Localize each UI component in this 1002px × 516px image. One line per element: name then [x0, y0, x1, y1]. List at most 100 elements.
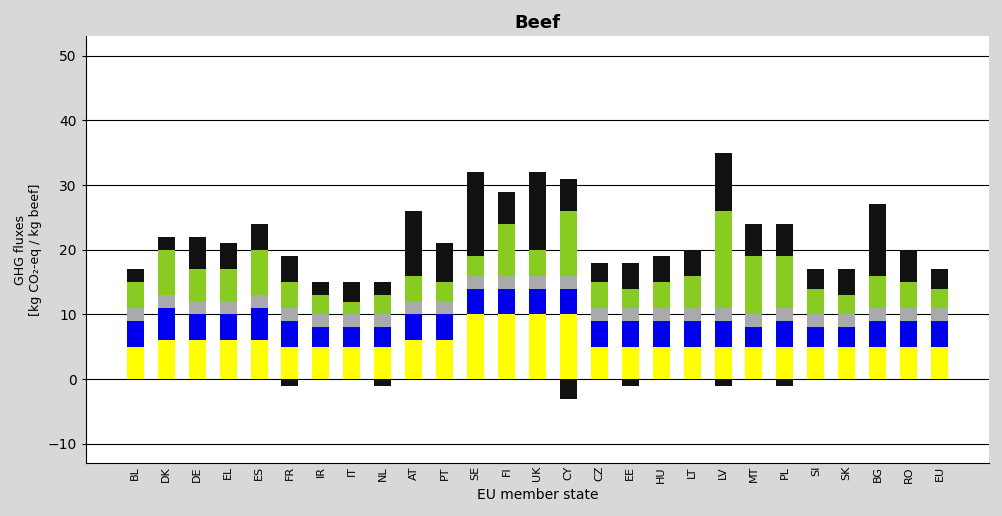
Bar — [343, 327, 360, 347]
Bar — [930, 321, 947, 347]
Bar — [559, 276, 576, 288]
Bar — [528, 314, 545, 379]
Bar — [343, 301, 360, 314]
Title: Beef: Beef — [514, 14, 560, 32]
Bar — [683, 347, 699, 379]
Bar — [683, 308, 699, 321]
Bar — [744, 224, 762, 256]
Bar — [219, 269, 236, 301]
Bar — [405, 314, 422, 341]
Bar — [467, 288, 484, 314]
Bar — [343, 314, 360, 327]
Bar — [621, 308, 638, 321]
Bar — [282, 321, 299, 347]
Bar — [405, 341, 422, 379]
Bar — [744, 256, 762, 314]
Bar — [497, 314, 514, 379]
Bar — [219, 243, 236, 269]
Bar — [713, 347, 730, 379]
Bar — [559, 379, 576, 398]
Bar — [930, 269, 947, 288]
Bar — [590, 282, 607, 308]
Bar — [528, 250, 545, 276]
Bar — [126, 321, 143, 347]
Bar — [436, 301, 453, 314]
Bar — [838, 314, 855, 327]
Bar — [436, 314, 453, 341]
Bar — [467, 256, 484, 276]
Bar — [869, 308, 886, 321]
Bar — [157, 237, 174, 250]
Bar — [343, 282, 360, 301]
Bar — [838, 327, 855, 347]
Bar — [467, 172, 484, 256]
Bar — [869, 276, 886, 308]
Bar — [621, 379, 638, 385]
Bar — [126, 269, 143, 282]
Bar — [838, 347, 855, 379]
Bar — [838, 295, 855, 314]
Bar — [374, 282, 391, 295]
Bar — [188, 237, 205, 269]
Bar — [312, 327, 329, 347]
Bar — [899, 321, 916, 347]
Bar — [930, 288, 947, 308]
Bar — [807, 327, 824, 347]
Bar — [683, 321, 699, 347]
Bar — [713, 321, 730, 347]
Bar — [250, 224, 268, 250]
Bar — [188, 314, 205, 341]
Bar — [713, 308, 730, 321]
Bar — [807, 269, 824, 288]
Bar — [405, 276, 422, 301]
Bar — [621, 263, 638, 288]
Bar — [250, 341, 268, 379]
Bar — [776, 379, 793, 385]
Bar — [528, 172, 545, 250]
Bar — [744, 347, 762, 379]
Bar — [157, 308, 174, 341]
Bar — [126, 282, 143, 308]
Bar — [282, 379, 299, 385]
Bar — [405, 211, 422, 276]
Bar — [528, 276, 545, 288]
Bar — [590, 308, 607, 321]
Bar — [838, 269, 855, 295]
Bar — [683, 276, 699, 308]
Bar — [930, 347, 947, 379]
Bar — [343, 347, 360, 379]
Bar — [621, 288, 638, 308]
Bar — [188, 269, 205, 301]
Bar — [282, 308, 299, 321]
Bar — [776, 321, 793, 347]
Bar — [188, 341, 205, 379]
Bar — [869, 204, 886, 276]
Bar — [559, 179, 576, 211]
Bar — [374, 347, 391, 379]
Bar — [621, 321, 638, 347]
Bar — [869, 321, 886, 347]
Bar — [436, 341, 453, 379]
Bar — [899, 282, 916, 308]
Bar — [590, 347, 607, 379]
Bar — [497, 191, 514, 224]
Bar — [157, 295, 174, 308]
Bar — [776, 308, 793, 321]
Bar — [683, 250, 699, 276]
Bar — [436, 282, 453, 301]
Bar — [374, 379, 391, 385]
Bar — [528, 288, 545, 314]
Bar — [282, 347, 299, 379]
Bar — [621, 347, 638, 379]
Bar — [467, 314, 484, 379]
Bar — [282, 282, 299, 308]
Bar — [930, 308, 947, 321]
Bar — [899, 250, 916, 282]
Bar — [652, 321, 669, 347]
Bar — [405, 301, 422, 314]
Bar — [250, 250, 268, 295]
Bar — [899, 308, 916, 321]
Bar — [744, 327, 762, 347]
Bar — [497, 224, 514, 276]
Bar — [807, 314, 824, 327]
